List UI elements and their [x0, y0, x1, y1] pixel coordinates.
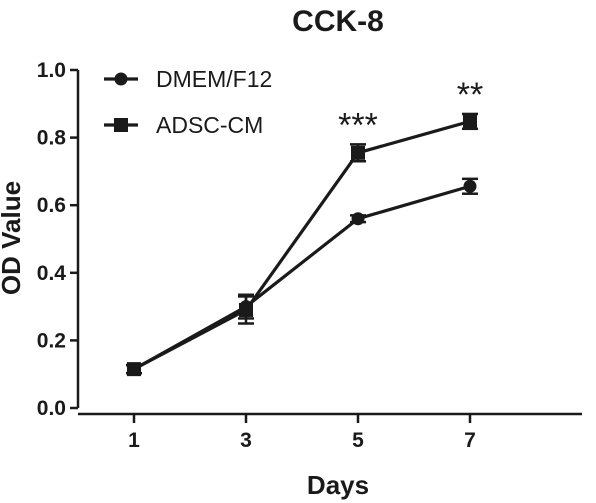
axes: 0.0 0.2 0.4 0.6 0.8 1.0 1 3 5 7	[37, 59, 582, 452]
x-tick-label: 3	[240, 429, 252, 452]
y-tick-label: 0.2	[37, 329, 66, 352]
x-axis-label: Days	[307, 470, 369, 500]
significance-label: ***	[338, 106, 378, 144]
x-tick-label: 1	[128, 429, 140, 452]
data-point-square	[463, 114, 477, 129]
y-tick-label: 0.8	[37, 127, 67, 150]
data-point-square	[351, 145, 365, 160]
significance-label: **	[457, 76, 483, 114]
series-layer	[126, 112, 478, 377]
chart-title: CCK-8	[292, 5, 384, 38]
y-tick-label: 0.4	[37, 262, 67, 285]
legend-entry: DMEM/F12	[104, 66, 272, 92]
legend-marker-square	[114, 118, 128, 132]
y-tick-label: 1.0	[37, 59, 66, 82]
legend-marker-circle	[114, 72, 128, 86]
series-square	[126, 112, 478, 377]
annotation-layer: *****	[338, 76, 483, 144]
x-tick-label: 5	[352, 429, 364, 452]
legend-label: ADSC-CM	[156, 112, 263, 138]
data-point-circle	[351, 212, 365, 226]
legend: DMEM/F12 ADSC-CM	[104, 66, 272, 138]
y-axis-label: OD Value	[0, 181, 26, 295]
x-tick-label: 7	[464, 429, 476, 452]
legend-entry: ADSC-CM	[104, 112, 263, 138]
data-point-square	[127, 362, 141, 377]
data-point-square	[239, 302, 253, 317]
y-tick-label: 0.0	[37, 397, 66, 420]
data-point-circle	[463, 179, 477, 193]
series-line	[133, 119, 471, 371]
legend-label: DMEM/F12	[156, 66, 272, 92]
y-tick-label: 0.6	[37, 194, 66, 217]
